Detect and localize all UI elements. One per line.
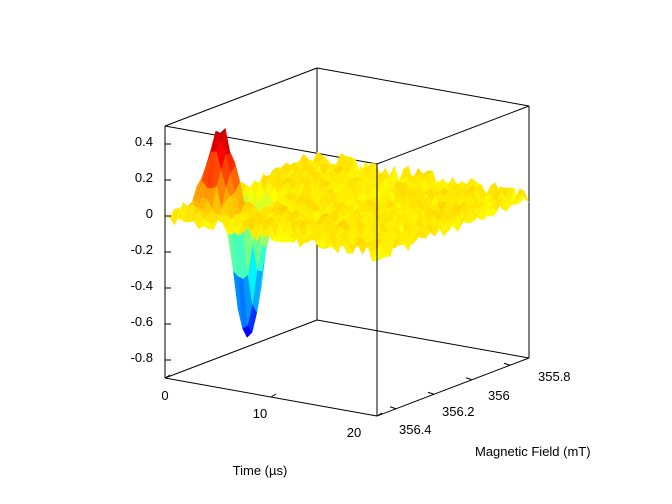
y-tick <box>427 391 435 395</box>
y-tick <box>465 377 473 381</box>
z-tick-label: 0.4 <box>135 134 153 149</box>
z-tick-label: -0.8 <box>131 350 153 365</box>
y-tick-label: 355.8 <box>538 369 571 384</box>
x-tick <box>270 393 277 398</box>
y-tick <box>389 406 397 410</box>
z-tick-label: 0 <box>146 206 153 221</box>
box-edge <box>316 319 530 359</box>
z-tick-label: -0.6 <box>131 314 153 329</box>
x-tick <box>164 374 171 379</box>
z-axis: 0.4 0.2 0 -0.2 -0.4 -0.6 -0.8 <box>131 134 153 365</box>
x-axis-label: Time (µs) <box>233 463 288 478</box>
axes-box-front <box>164 126 530 417</box>
box-edge <box>164 319 318 379</box>
y-tick <box>503 362 511 366</box>
x-tick-label: 20 <box>347 425 361 440</box>
y-tick-label: 356.2 <box>442 404 475 419</box>
y-tick-label: 356 <box>488 388 510 403</box>
surface-mesh <box>164 127 530 338</box>
y-axis-label: Magnetic Field (mT) <box>475 444 591 459</box>
z-tick-label: -0.4 <box>131 278 153 293</box>
x-tick-label: 10 <box>253 406 267 421</box>
z-tick-label: 0.2 <box>135 170 153 185</box>
x-tick-label: 0 <box>161 388 168 403</box>
box-edge <box>376 105 530 165</box>
x-axis: 0 10 20 Time (µs) <box>161 388 361 478</box>
box-edge <box>316 67 530 107</box>
box-edge <box>164 67 318 127</box>
y-tick-label: 356.4 <box>399 422 432 437</box>
x-tick <box>376 412 383 417</box>
z-tick-label: -0.2 <box>131 242 153 257</box>
y-axis: 355.8 356 356.2 356.4 Magnetic Field (mT… <box>399 369 591 459</box>
box-edge <box>376 357 530 417</box>
